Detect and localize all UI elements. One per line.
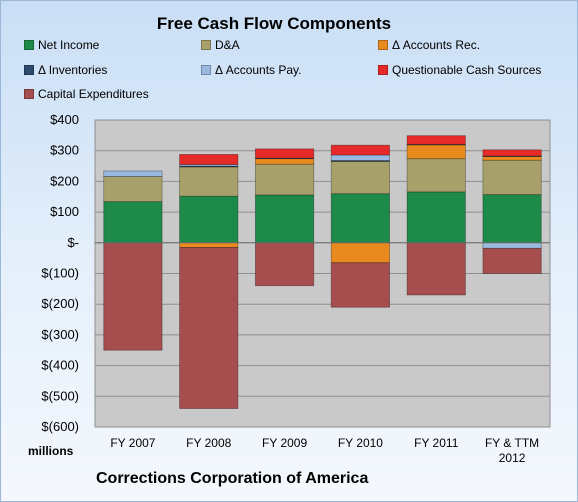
bar-accounts-rec xyxy=(179,242,239,248)
legend-item-accounts-rec: Δ Accounts Rec. xyxy=(378,37,480,53)
legend-label: Capital Expenditures xyxy=(38,87,149,101)
legend-item-d-a: D&A xyxy=(201,37,240,53)
y-tick-label: $(100) xyxy=(41,266,79,281)
y-tick-label: $(300) xyxy=(41,327,79,342)
legend-item-questionable-cash-sources: Questionable Cash Sources xyxy=(378,62,541,78)
legend-label: D&A xyxy=(215,38,240,52)
legend-label: Questionable Cash Sources xyxy=(392,63,542,77)
unit-label: millions xyxy=(28,444,74,458)
x-tick-label: FY 2011 xyxy=(414,436,459,450)
y-tick-label: $- xyxy=(67,235,79,250)
bar-d-a xyxy=(254,163,315,196)
bar-accounts-pay xyxy=(103,170,163,177)
bar-accounts-pay xyxy=(330,154,391,161)
legend-item-accounts-pay: Δ Accounts Pay. xyxy=(201,62,302,78)
bar-questionable-cash-sources xyxy=(406,135,466,145)
bar-capital-expenditures xyxy=(103,242,163,351)
bar-d-a xyxy=(330,161,391,195)
bar-inventories xyxy=(406,143,466,146)
bar-questionable-cash-sources xyxy=(330,144,391,156)
bar-questionable-cash-sources xyxy=(254,148,315,159)
legend-label: Δ Inventories xyxy=(38,63,108,77)
bar-net-income xyxy=(482,194,542,244)
bar-capital-expenditures xyxy=(254,242,315,287)
legend-swatch xyxy=(201,40,211,50)
legend-item-inventories: Δ Inventories xyxy=(24,62,107,78)
x-tick-label: FY 2010 xyxy=(338,436,383,450)
bar-d-a xyxy=(103,176,163,203)
legend-swatch xyxy=(24,40,34,50)
y-tick-label: $(500) xyxy=(41,388,79,403)
bar-net-income xyxy=(406,191,466,244)
x-tick-label: FY 2008 xyxy=(186,436,231,450)
bar-capital-expenditures xyxy=(179,247,239,409)
company-name: Corrections Corporation of America xyxy=(96,470,369,487)
bar-net-income xyxy=(103,201,163,244)
bar-capital-expenditures xyxy=(482,247,542,274)
y-tick-label: $(200) xyxy=(41,296,79,311)
bar-net-income xyxy=(254,194,315,244)
legend-item-capital-expenditures: Capital Expenditures xyxy=(24,86,149,102)
x-tick-label: FY 2007 xyxy=(110,436,155,450)
y-tick-label: $400 xyxy=(50,112,79,127)
legend-swatch xyxy=(201,65,211,75)
chart-title: Free Cash Flow Components xyxy=(156,14,392,33)
legend-swatch xyxy=(378,40,388,50)
legend-swatch xyxy=(24,89,34,99)
y-tick-label: $300 xyxy=(50,143,79,158)
bar-questionable-cash-sources xyxy=(482,149,542,157)
bar-net-income xyxy=(179,195,239,244)
bar-d-a xyxy=(482,159,542,196)
legend-swatch xyxy=(378,65,388,75)
y-tick-label: $(400) xyxy=(41,358,79,373)
bar-capital-expenditures xyxy=(406,242,466,296)
legend-item-net-income: Net Income xyxy=(24,37,99,53)
bar-capital-expenditures xyxy=(330,262,391,308)
y-tick-label: $200 xyxy=(50,173,79,188)
x-tick-label: FY 2009 xyxy=(262,436,307,450)
bar-accounts-rec xyxy=(254,158,315,165)
x-tick-label: FY & TTM xyxy=(485,436,539,450)
bar-accounts-rec xyxy=(406,144,466,160)
bar-accounts-pay xyxy=(482,242,542,249)
x-tick-label: 2012 xyxy=(499,451,526,465)
bar-net-income xyxy=(330,193,391,244)
bar-accounts-rec xyxy=(330,242,391,264)
y-tick-label: $(600) xyxy=(41,419,79,434)
y-tick-label: $100 xyxy=(50,204,79,219)
bar-questionable-cash-sources xyxy=(179,153,239,165)
legend-label: Δ Accounts Pay. xyxy=(215,63,302,77)
legend-label: Net Income xyxy=(38,38,100,52)
bar-d-a xyxy=(179,166,239,197)
legend-swatch xyxy=(24,65,34,75)
legend-label: Δ Accounts Rec. xyxy=(392,38,481,52)
bar-d-a xyxy=(406,158,466,193)
bar-accounts-rec xyxy=(482,156,542,161)
